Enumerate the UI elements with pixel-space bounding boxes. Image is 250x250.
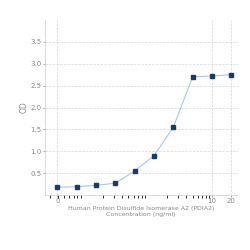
- X-axis label: Human Protein Disulfide Isomerase A2 (PDIA2)
Concentration (ng/ml): Human Protein Disulfide Isomerase A2 (PD…: [68, 206, 214, 217]
- Y-axis label: OD: OD: [20, 102, 29, 114]
